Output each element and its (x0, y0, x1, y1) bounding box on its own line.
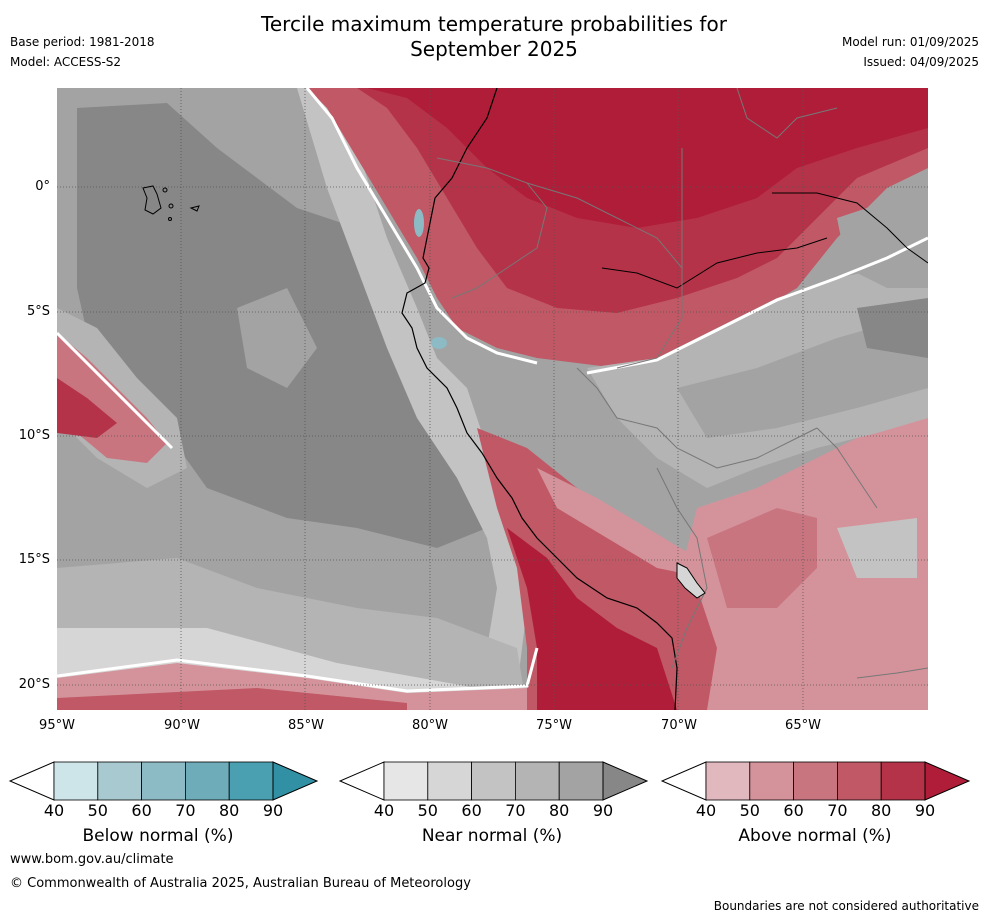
model-run: Model run: 01/09/2025 (841, 35, 979, 49)
footer-url[interactable]: www.bom.gov.au/climate (10, 852, 174, 867)
above-normal-west-core (57, 378, 117, 438)
country-borders (436, 88, 928, 679)
colorbar-near-title: Near normal (%) (421, 826, 563, 846)
issued-date: Issued: 04/09/2025 (863, 55, 979, 69)
lat-label-20s: 20°S (18, 677, 50, 692)
lon-label-70w: 70°W (661, 718, 697, 733)
above-normal-coast-light (537, 468, 707, 578)
river-east (772, 192, 928, 264)
below-normal-patch-2 (431, 337, 447, 349)
colorbar-tick-label: 60 (783, 801, 804, 820)
colorbar-cell (427, 761, 473, 801)
near-normal-east-island (837, 518, 917, 578)
tercile-boundary-north (305, 88, 538, 365)
gridlines (57, 88, 928, 710)
tercile-boundary-south (57, 647, 539, 693)
colorbar-tick-label: 40 (373, 801, 395, 820)
colorbar-below-title: Below normal (%) (82, 826, 234, 846)
colorbar-near-right-arrow (602, 761, 649, 801)
colorbar-cell (558, 761, 604, 801)
lon-label-90w: 90°W (164, 718, 200, 733)
colorbar-above-title: Above normal (%) (738, 826, 892, 846)
colorbar-cell (471, 761, 516, 801)
galapagos-islands (142, 185, 200, 221)
colorbar-tick-label: 70 (827, 801, 848, 820)
colorbar-cell (228, 761, 274, 801)
meta-right: Model run: 01/09/2025 Issued: 04/09/2025 (842, 32, 979, 72)
colorbar-tick-label: 40 (43, 801, 65, 820)
colorbar-tick-label: 80 (871, 801, 892, 820)
colorbar-near (338, 761, 649, 801)
colorbar-below-cells (53, 761, 274, 801)
colorbar-tick-label: 90 (914, 801, 936, 820)
tercile-boundary-west (57, 331, 174, 450)
above-normal-south-core (57, 688, 407, 710)
lat-label-5s: 5°S (26, 304, 50, 319)
lon-label-95w: 95°W (39, 718, 75, 733)
footer-copyright: © Commonwealth of Australia 2025, Austra… (10, 876, 471, 891)
colorbar-cell (749, 761, 795, 801)
colorbar-cell (383, 761, 429, 801)
colorbar-cell (514, 761, 560, 801)
above-normal-coast-core (507, 528, 677, 710)
colorbar-above-right-arrow (924, 761, 971, 801)
near-normal-east-dark (857, 298, 928, 358)
colorbar-below-right-arrow (272, 761, 319, 801)
near-normal-light-band (297, 88, 527, 710)
lat-label-10s: 10°S (18, 428, 50, 443)
lon-label-85w: 85°W (288, 718, 324, 733)
colorbar-tick-label: 70 (505, 801, 526, 820)
colorbar-near-left-arrow (338, 761, 385, 801)
colorbar-cell (836, 761, 882, 801)
colorbar-tick-label: 80 (549, 801, 570, 820)
base-period: Base period: 1981-2018 (10, 35, 155, 49)
model-name: Model: ACCESS-S2 (10, 55, 122, 69)
map-title: Tercile maximum temperature probabilitie… (0, 12, 988, 62)
colorbar-tick-label: 90 (262, 801, 284, 820)
colorbar-near-cells (383, 761, 604, 801)
lat-label-15s: 15°S (18, 552, 50, 567)
colorbar-below (8, 761, 319, 801)
tercile-boundary-interior (586, 236, 928, 375)
colorbar-tick-label: 60 (461, 801, 482, 820)
footer-note: Boundaries are not considered authoritat… (713, 899, 979, 913)
near-normal-patch (237, 288, 317, 388)
probability-map (57, 88, 928, 710)
coastline (401, 88, 678, 710)
colorbar-cell (53, 761, 99, 801)
colorbar-below-left-arrow (8, 761, 55, 801)
lon-label-80w: 80°W (412, 718, 448, 733)
above-normal-north-core (367, 88, 928, 228)
colorbar-tick-label: 50 (87, 801, 108, 820)
colorbar-cell (141, 761, 186, 801)
colorbar-tick-label: 50 (739, 801, 760, 820)
colorbar-cell (705, 761, 751, 801)
colorbar-tick-label: 40 (695, 801, 717, 820)
colorbar-tick-label: 70 (175, 801, 196, 820)
colorbar-cell (184, 761, 230, 801)
colorbar-tick-label: 50 (417, 801, 438, 820)
colorbar-above-left-arrow (660, 761, 707, 801)
near-normal-northeast (837, 178, 928, 288)
colorbar-tick-label: 60 (131, 801, 152, 820)
lake-titicaca (676, 562, 706, 599)
colorbar-cell (793, 761, 838, 801)
above-normal-east-patch (707, 508, 817, 608)
colorbar-cell (880, 761, 926, 801)
amazon-river (601, 237, 828, 289)
lon-label-65w: 65°W (785, 718, 821, 733)
colorbar-tick-label: 90 (592, 801, 614, 820)
lon-label-75w: 75°W (536, 718, 572, 733)
near-normal-interior-dark (677, 318, 928, 438)
lat-label-0: 0° (35, 179, 50, 194)
colorbar-tick-label: 80 (219, 801, 240, 820)
title-line-2: September 2025 (410, 37, 578, 61)
colorbar-above-cells (705, 761, 926, 801)
colorbar-cell (97, 761, 143, 801)
meta-left: Base period: 1981-2018 Model: ACCESS-S2 (10, 32, 155, 72)
colorbar-above (660, 761, 971, 801)
below-normal-patch-1 (414, 209, 424, 237)
title-line-1: Tercile maximum temperature probabilitie… (261, 12, 727, 36)
